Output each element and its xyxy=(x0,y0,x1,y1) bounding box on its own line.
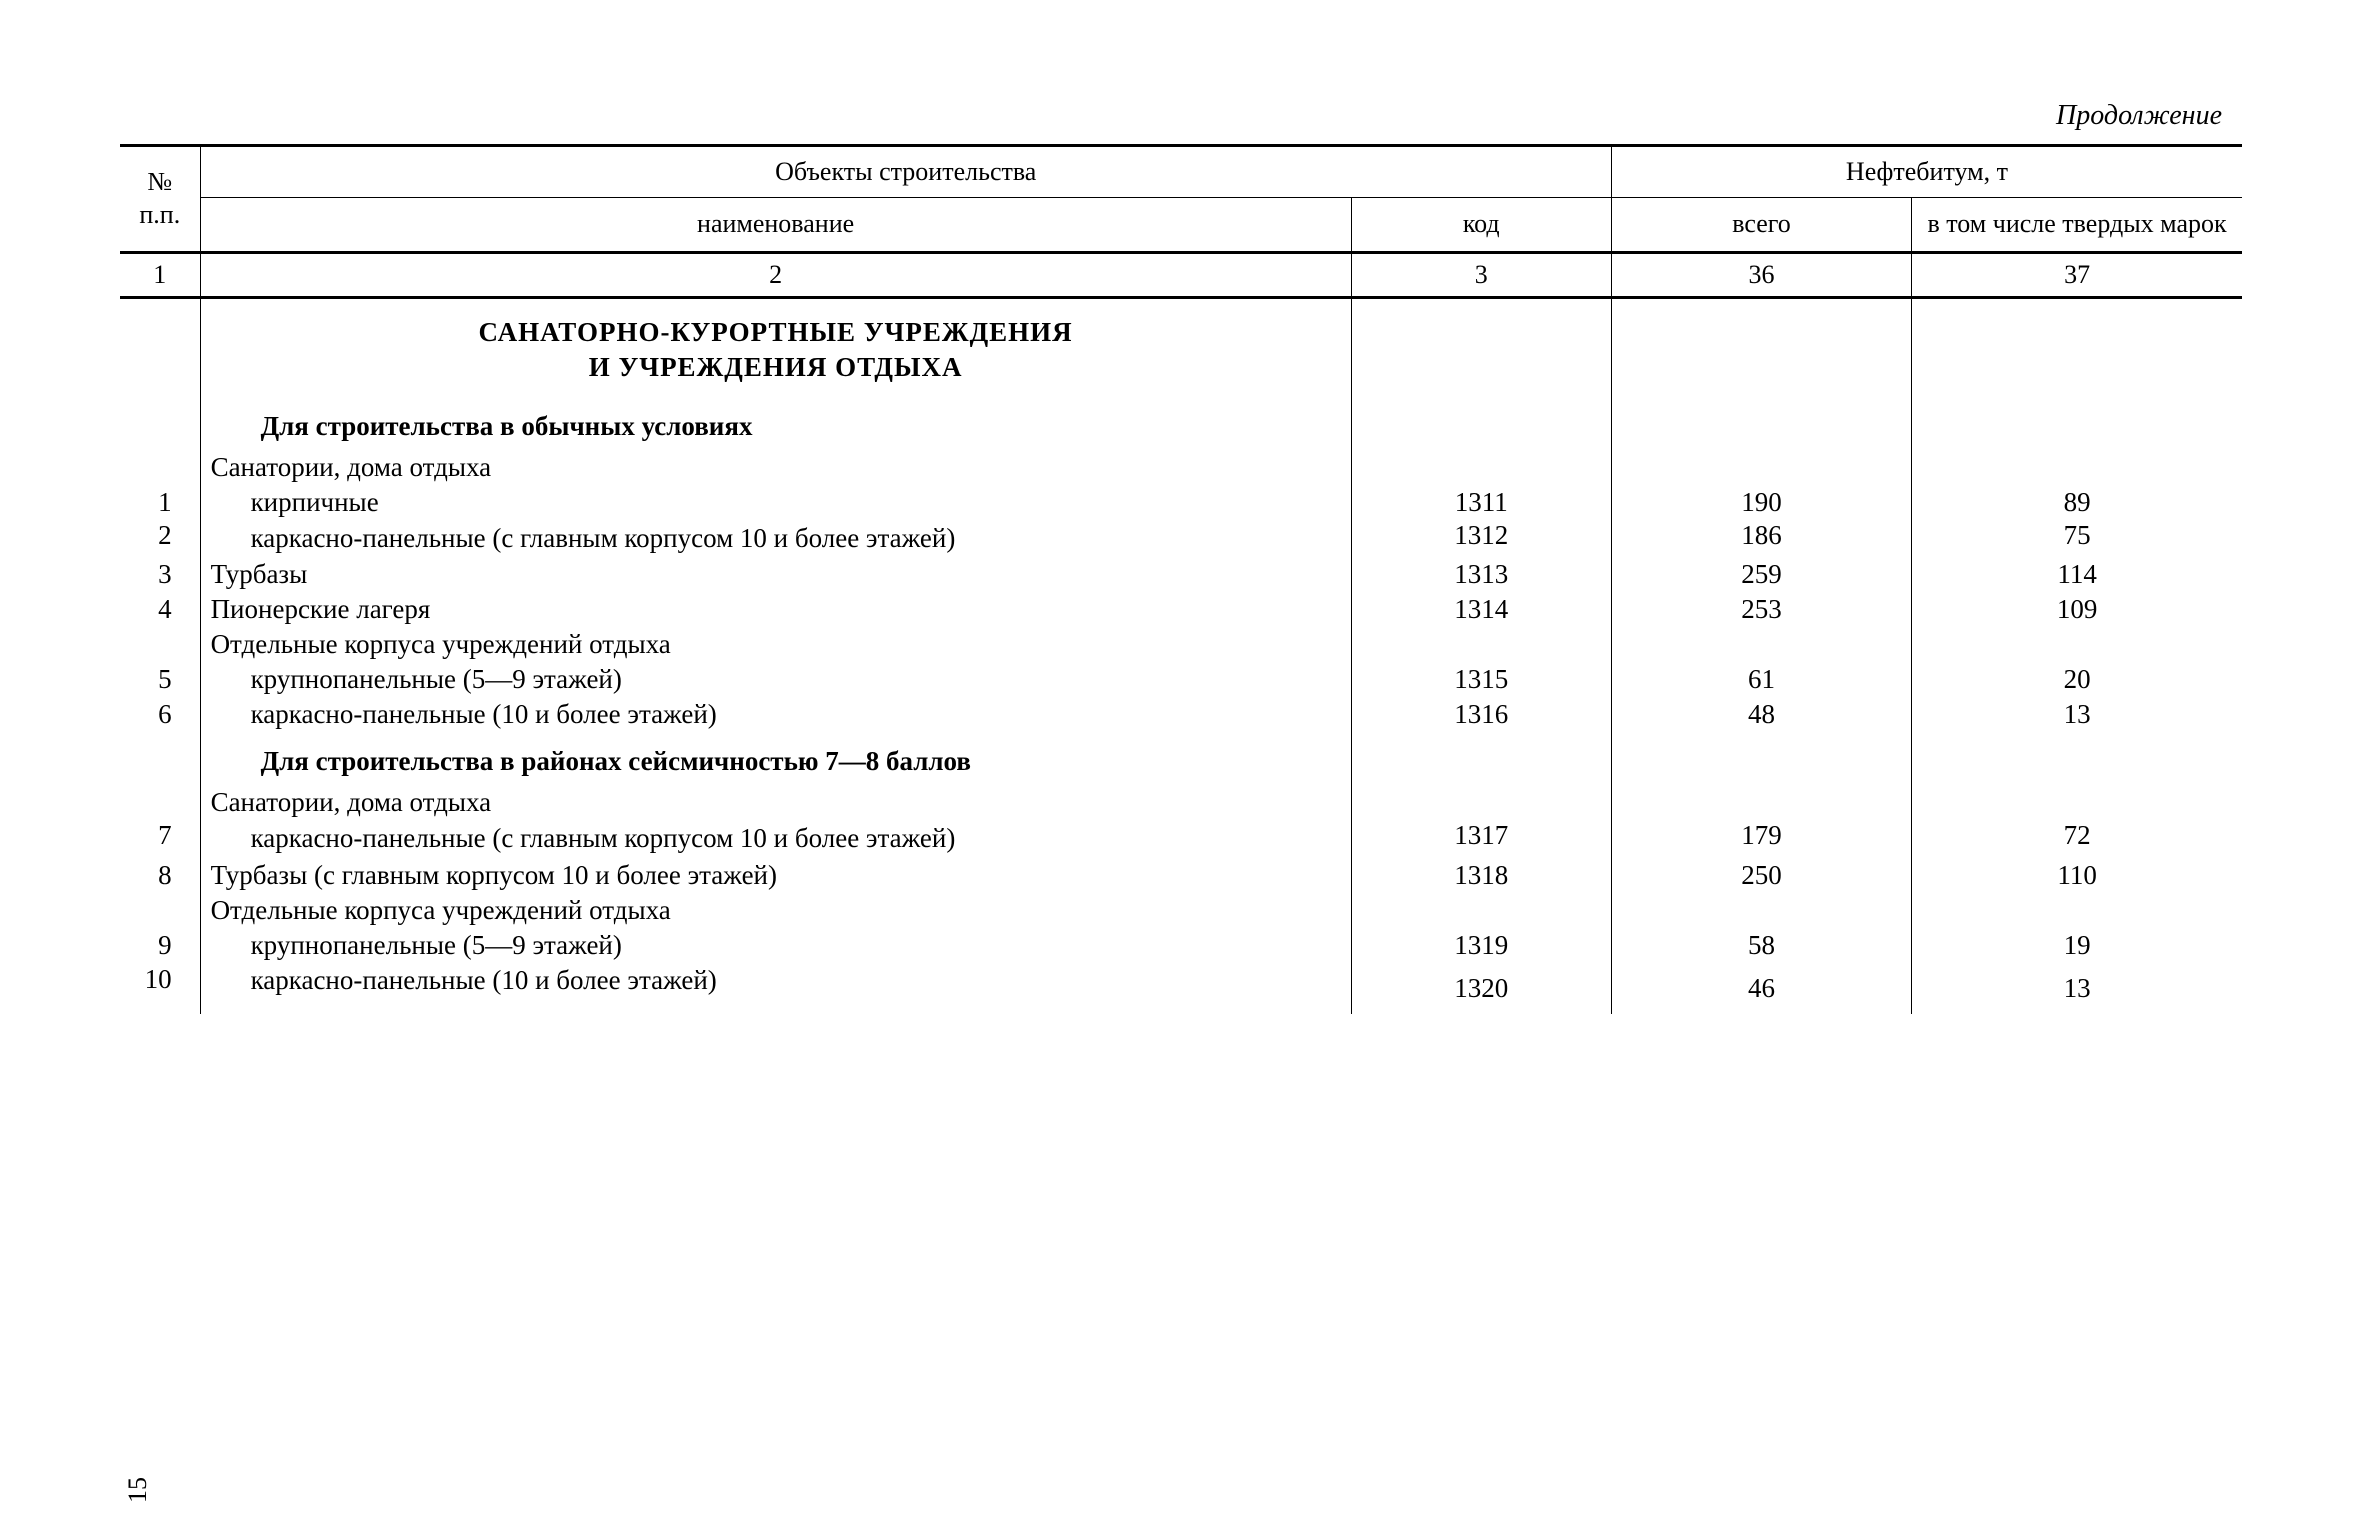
row-total: 48 xyxy=(1611,697,1911,732)
page-number: 15 xyxy=(123,1477,153,1503)
row-code: 1314 xyxy=(1351,592,1611,627)
subsection-normal: Для строительства в обычных условиях xyxy=(200,397,1351,450)
table-row: 1 кирпичные 1311 190 89 xyxy=(120,485,2242,520)
table-row: 2 каркасно-панельные (с главным корпусом… xyxy=(120,520,2242,558)
colnum-3: 3 xyxy=(1351,252,1611,297)
row-total: 253 xyxy=(1611,592,1911,627)
row-hard: 114 xyxy=(1912,557,2242,592)
row-num: 6 xyxy=(120,697,200,732)
row-code: 1311 xyxy=(1351,485,1611,520)
header-objects: Объекты строительства xyxy=(200,146,1611,198)
subsection-seismic: Для строительства в районах сейсмичность… xyxy=(200,732,1351,785)
table-row: 7 каркасно-панельные (с главным корпусом… xyxy=(120,820,2242,858)
table-row: 9 крупнопанельные (5—9 этажей) 1319 58 1… xyxy=(120,928,2242,963)
table-row: 3 Турбазы 1313 259 114 xyxy=(120,557,2242,592)
table-row: 8 Турбазы (с главным корпусом 10 и более… xyxy=(120,858,2242,893)
row-name: крупнопанельные (5—9 этажей) xyxy=(200,928,1351,963)
row-total: 250 xyxy=(1611,858,1911,893)
group-sanatorium-label-2: Санатории, дома отдыха xyxy=(200,785,1351,820)
row-hard: 19 xyxy=(1912,928,2242,963)
row-name: каркасно-панельные (с главным корпусом 1… xyxy=(200,820,1351,858)
row-num: 3 xyxy=(120,557,200,592)
row-name: Турбазы (с главным корпусом 10 и более э… xyxy=(200,858,1351,893)
row-hard: 109 xyxy=(1912,592,2242,627)
row-total: 190 xyxy=(1611,485,1911,520)
row-name: каркасно-панельные (10 и более этажей) xyxy=(200,697,1351,732)
row-num: 8 xyxy=(120,858,200,893)
header-total: всего xyxy=(1611,198,1911,253)
section-title-line1: САНАТОРНО-КУРОРТНЫЕ УЧРЕЖДЕНИЯ xyxy=(200,297,1351,352)
row-num: 9 xyxy=(120,928,200,963)
colnum-1: 1 xyxy=(120,252,200,297)
header-rownum: № п.п. xyxy=(120,146,200,253)
row-name: крупнопанельные (5—9 этажей) xyxy=(200,662,1351,697)
table-row: 6 каркасно-панельные (10 и более этажей)… xyxy=(120,697,2242,732)
row-num: 4 xyxy=(120,592,200,627)
row-total: 259 xyxy=(1611,557,1911,592)
colnum-5: 37 xyxy=(1912,252,2242,297)
row-hard: 13 xyxy=(1912,697,2242,732)
row-code: 1318 xyxy=(1351,858,1611,893)
header-hard: в том числе твердых марок xyxy=(1912,198,2242,253)
row-num: 5 xyxy=(120,662,200,697)
header-code: код xyxy=(1351,198,1611,253)
row-num: 7 xyxy=(120,820,200,858)
row-total: 186 xyxy=(1611,520,1911,558)
row-total: 61 xyxy=(1611,662,1911,697)
row-code: 1316 xyxy=(1351,697,1611,732)
row-code: 1315 xyxy=(1351,662,1611,697)
row-code: 1320 xyxy=(1351,963,1611,1014)
row-hard: 110 xyxy=(1912,858,2242,893)
colnum-2: 2 xyxy=(200,252,1351,297)
header-name: наименование xyxy=(200,198,1351,253)
group-sanatorium-label: Санатории, дома отдыха xyxy=(200,450,1351,485)
row-num: 10 xyxy=(120,963,200,1014)
table-row: 10 каркасно-панельные (10 и более этажей… xyxy=(120,963,2242,1014)
row-code: 1319 xyxy=(1351,928,1611,963)
row-num: 2 xyxy=(120,520,200,558)
row-num: 1 xyxy=(120,485,200,520)
section-title-line2: И УЧРЕЖДЕНИЯ ОТДЫХА xyxy=(200,352,1351,397)
row-name: каркасно-панельные (10 и более этажей) xyxy=(200,963,1351,1014)
row-hard: 75 xyxy=(1912,520,2242,558)
continuation-label: Продолжение xyxy=(120,100,2242,132)
row-code: 1312 xyxy=(1351,520,1611,558)
row-hard: 89 xyxy=(1912,485,2242,520)
row-hard: 20 xyxy=(1912,662,2242,697)
row-total: 179 xyxy=(1611,820,1911,858)
row-total: 46 xyxy=(1611,963,1911,1014)
header-bitumen: Нефтебитум, т xyxy=(1611,146,2242,198)
group-buildings-label: Отдельные корпуса учреждений отдыха xyxy=(200,627,1351,662)
row-hard: 72 xyxy=(1912,820,2242,858)
row-code: 1317 xyxy=(1351,820,1611,858)
row-code: 1313 xyxy=(1351,557,1611,592)
group-buildings-label-2: Отдельные корпуса учреждений отдыха xyxy=(200,893,1351,928)
colnum-4: 36 xyxy=(1611,252,1911,297)
data-table: № п.п. Объекты строительства Нефтебитум,… xyxy=(120,144,2242,1014)
row-name: каркасно-панельные (с главным корпусом 1… xyxy=(200,520,1351,558)
row-total: 58 xyxy=(1611,928,1911,963)
row-name: кирпичные xyxy=(200,485,1351,520)
table-row: 5 крупнопанельные (5—9 этажей) 1315 61 2… xyxy=(120,662,2242,697)
row-name: Пионерские лагеря xyxy=(200,592,1351,627)
table-row: 4 Пионерские лагеря 1314 253 109 xyxy=(120,592,2242,627)
row-name: Турбазы xyxy=(200,557,1351,592)
row-hard: 13 xyxy=(1912,963,2242,1014)
